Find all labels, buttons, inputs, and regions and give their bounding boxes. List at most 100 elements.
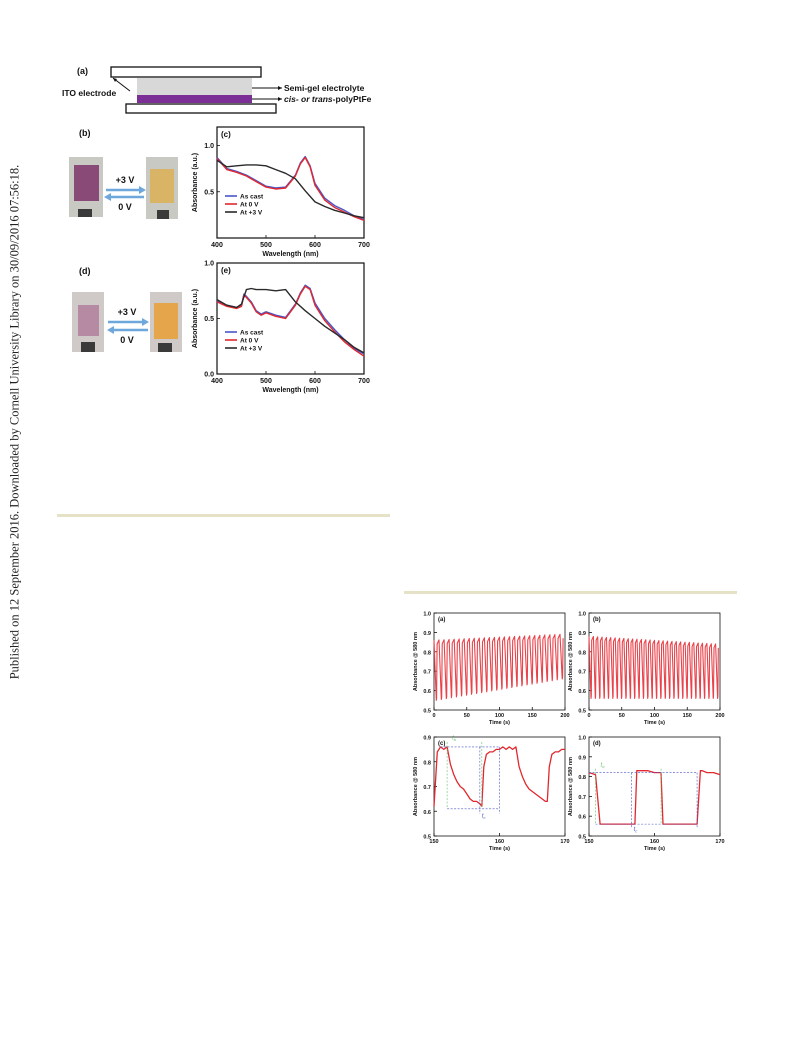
y-tick-label: 0.5	[423, 835, 431, 841]
x-tick-label: 150	[528, 713, 537, 719]
y-axis-label: Absorbance (a.u.)	[192, 153, 199, 212]
y-tick-label: 0.9	[578, 755, 586, 761]
x-tick-label: 700	[358, 378, 370, 385]
x-axis-label: Wavelength (nm)	[262, 387, 318, 394]
panel-label: (d)	[593, 741, 601, 747]
polymer-label: cis- or trans-polyPtFe	[284, 94, 372, 104]
y-tick-label: 0.7	[423, 670, 431, 676]
photo-b-forward-voltage: +3 V	[116, 175, 135, 185]
x-tick-label: 150	[429, 839, 438, 845]
x-tick-label: 400	[211, 242, 223, 249]
legend-label: At 0 V	[240, 202, 259, 209]
photo-d-colored-film	[72, 292, 104, 352]
y-tick-label: 0.7	[578, 795, 586, 801]
column-divider-right	[404, 591, 737, 594]
x-axis-label: Time (s)	[489, 720, 510, 726]
annotation-tc: tc	[482, 813, 486, 820]
x-tick-label: 600	[309, 378, 321, 385]
series-line	[433, 746, 565, 807]
y-tick-label: 0.8	[423, 760, 431, 766]
chart-e: 400 500 600 700 0.0 0.5 1.0 Wavelength (nm) Abso…	[192, 261, 370, 395]
photo-d-panel-label: (d)	[79, 266, 91, 276]
top-ito-glass	[110, 66, 262, 78]
x-tick-label: 600	[309, 242, 321, 249]
x-tick-label: 170	[560, 839, 569, 845]
photo-b-panel-label: (b)	[79, 128, 91, 138]
plot-frame	[588, 736, 721, 837]
y-tick-label: 0.8	[578, 650, 586, 656]
legend-label: At 0 V	[240, 338, 259, 345]
y-tick-label: 0.7	[423, 785, 431, 791]
chart-d2: 150 160 170 0.5 0.6 0.7 0.8 0.9 1.0 Time (s) Absor…	[568, 736, 725, 853]
series-line	[588, 770, 721, 825]
plot-frame	[433, 612, 566, 711]
y-axis-label: Absorbance @ 580 nm	[568, 757, 574, 816]
panel-label: (b)	[593, 617, 601, 623]
x-tick-label: 50	[619, 713, 625, 719]
photo-d-forward-voltage: +3 V	[118, 307, 137, 317]
x-tick-label: 200	[715, 713, 724, 719]
y-tick-label: 1.0	[578, 612, 586, 618]
y-tick-label: 0.5	[578, 835, 586, 841]
y-tick-label: 1.0	[204, 143, 214, 150]
oscillation-trace	[588, 635, 719, 699]
photo-d-backward-voltage: 0 V	[120, 335, 134, 345]
legend-label: At +3 V	[240, 346, 263, 353]
x-tick-label: 160	[495, 839, 504, 845]
plot-frame	[216, 262, 365, 375]
panel-label: (a)	[438, 617, 445, 623]
bottom-ito-glass	[125, 103, 277, 114]
x-axis-label: Time (s)	[644, 720, 665, 726]
annotation-tc: tc	[634, 827, 638, 834]
legend-label: As cast	[240, 194, 264, 201]
x-axis-label: Time (s)	[489, 846, 510, 852]
y-axis-label: Absorbance @ 580 nm	[413, 632, 419, 691]
y-tick-label: 0.5	[423, 709, 431, 715]
y-axis-label: Absorbance @ 580 nm	[568, 632, 574, 691]
photo-b-bleached-film	[146, 157, 178, 219]
electrolyte-layer	[137, 78, 252, 95]
y-tick-label: 0.9	[578, 631, 586, 637]
schematic-panel-label: (a)	[77, 66, 88, 76]
y-tick-label: 0.0	[204, 372, 214, 379]
y-tick-label: 0.5	[578, 709, 586, 715]
y-tick-label: 1.0	[578, 736, 586, 742]
plot-frame	[216, 126, 365, 239]
y-tick-label: 1.0	[204, 261, 214, 268]
chart-b2: 0 50 100 150 200 0.5 0.6 0.7 0.8 0.9 1.0 Time (s) Ab…	[568, 612, 725, 727]
x-tick-label: 700	[358, 242, 370, 249]
x-tick-label: 160	[650, 839, 659, 845]
x-tick-label: 400	[211, 378, 223, 385]
chart-c: 400 500 600 700 0.5 1.0 Wavelength (nm) Absorba…	[192, 126, 370, 258]
annotation-tb: tb	[452, 735, 457, 742]
y-tick-label: 0.6	[423, 689, 431, 695]
x-tick-label: 100	[650, 713, 659, 719]
x-tick-label: 170	[715, 839, 724, 845]
chart-a2: 0 50 100 150 200 0.5 0.6 0.7 0.8 0.9 1.0 Time (s) Ab…	[413, 612, 570, 727]
x-tick-label: 50	[464, 713, 470, 719]
photo-d-bleached-film	[150, 292, 182, 352]
y-tick-label: 0.6	[423, 810, 431, 816]
y-axis-label: Absorbance @ 580 nm	[413, 757, 419, 816]
y-tick-label: 0.9	[423, 736, 431, 742]
y-tick-label: 0.6	[578, 815, 586, 821]
series-line-at-0-v	[216, 156, 365, 222]
x-axis-label: Wavelength (nm)	[262, 251, 318, 258]
panel-label: (e)	[221, 266, 231, 275]
y-axis-label: Absorbance (a.u.)	[192, 289, 199, 348]
panel-label: (c)	[221, 130, 231, 139]
y-tick-label: 0.5	[204, 316, 214, 323]
y-tick-label: 0.5	[204, 189, 214, 196]
y-tick-label: 0.8	[423, 650, 431, 656]
annotation-tb: tb	[601, 763, 606, 770]
legend-label: As cast	[240, 330, 264, 337]
panel-label: (c)	[438, 741, 445, 747]
y-tick-label: 0.9	[423, 631, 431, 637]
ito-electrode-label: ITO electrode	[62, 88, 116, 98]
x-tick-label: 150	[584, 839, 593, 845]
legend-label: At +3 V	[240, 210, 263, 217]
x-tick-label: 0	[432, 713, 435, 719]
x-tick-label: 500	[260, 242, 272, 249]
